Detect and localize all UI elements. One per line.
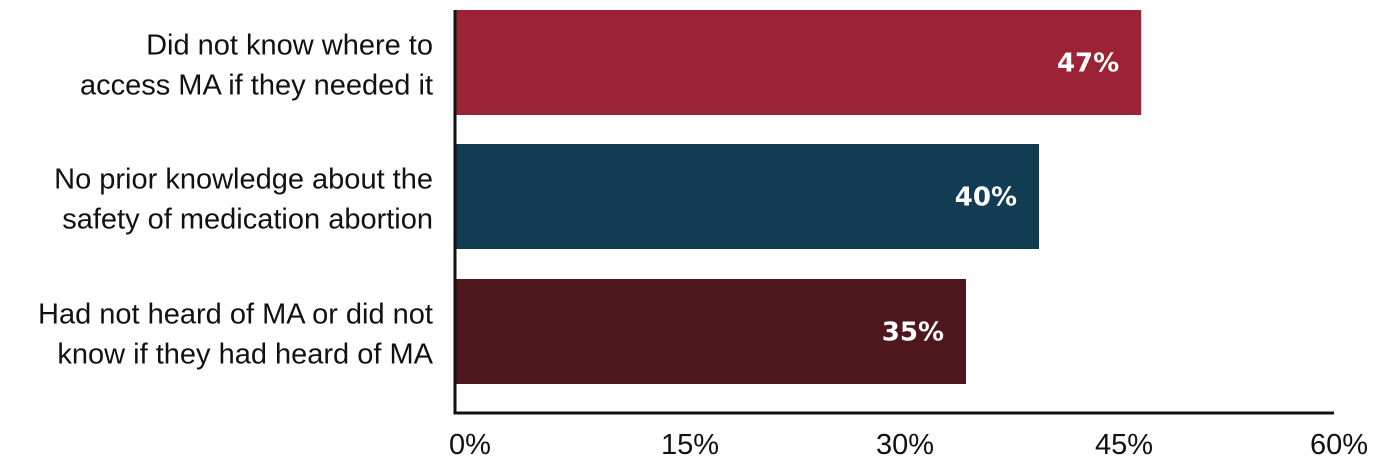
x-tick-label-1: 0% [449, 429, 491, 461]
x-tick-label-5: 60% [1310, 429, 1368, 461]
bar-value-label-2: 40% [955, 183, 1017, 213]
category-labels: Did not know where to access MA if they n… [38, 30, 434, 371]
value-labels: 47% 40% 35% [882, 49, 1119, 348]
category-label-2: No prior knowledge about the safety of me… [54, 164, 433, 236]
x-tick-labels: 0% 15% 30% 45% 60% [449, 429, 1368, 461]
category-label-line: Had not heard of MA or did not [38, 299, 433, 331]
category-label-line: know if they had heard of MA [57, 339, 433, 371]
category-label-line: Did not know where to [146, 30, 433, 62]
x-tick-label-2: 15% [661, 429, 719, 461]
category-label-3: Had not heard of MA or did not know if th… [38, 299, 434, 371]
x-tick-label-4: 45% [1095, 429, 1153, 461]
bar-1 [455, 10, 1142, 115]
category-label-1: Did not know where to access MA if they n… [80, 30, 433, 102]
category-label-line: safety of medication abortion [62, 204, 433, 236]
bar-2 [455, 144, 1039, 249]
bar-3 [455, 279, 966, 384]
category-label-line: access MA if they needed it [80, 70, 433, 102]
bar-value-label-3: 35% [882, 318, 944, 348]
bars-layer [455, 10, 1142, 384]
x-tick-label-3: 30% [876, 429, 934, 461]
category-label-line: No prior knowledge about the [54, 164, 433, 196]
bar-value-label-1: 47% [1057, 49, 1119, 79]
